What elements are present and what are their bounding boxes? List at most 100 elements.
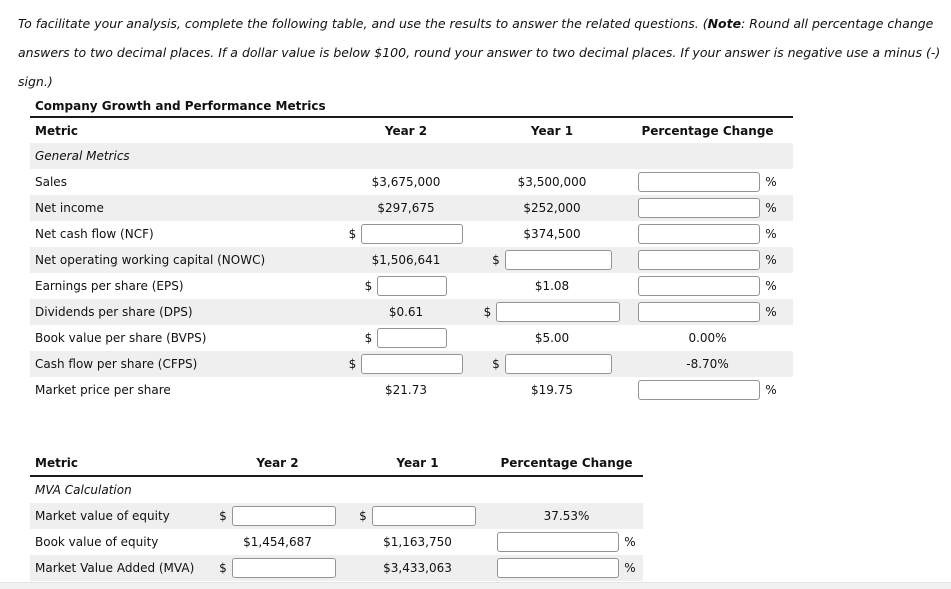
year2-input-cfps[interactable] bbox=[361, 354, 464, 374]
pct-input-nowc[interactable] bbox=[638, 250, 761, 270]
table-title: Company Growth and Performance Metrics bbox=[30, 96, 793, 118]
year1-input-nowc[interactable] bbox=[504, 250, 612, 270]
section-label: General Metrics bbox=[35, 149, 130, 163]
year1-value: $5.00 bbox=[534, 331, 570, 345]
table-row-net-income: Net income $297,675 $252,000 % bbox=[30, 195, 793, 221]
dollar-sign: $ bbox=[359, 509, 367, 523]
note-line-1: To facilitate your analysis, complete th… bbox=[18, 16, 934, 31]
mva-table: Metric Year 2 Year 1 Percentage Change M… bbox=[30, 451, 643, 581]
header-percentage-change: Percentage Change bbox=[641, 123, 774, 138]
header-year2: Year 2 bbox=[384, 123, 428, 138]
metric-label: Market price per share bbox=[35, 383, 171, 397]
section-label: MVA Calculation bbox=[35, 483, 132, 497]
year1-input-dps[interactable] bbox=[496, 302, 621, 322]
header-year2: Year 2 bbox=[256, 456, 299, 470]
table-row-nowc: Net operating working capital (NOWC) $1,… bbox=[30, 247, 793, 273]
year1-value: $252,000 bbox=[523, 201, 581, 215]
percent-sign: % bbox=[765, 383, 777, 397]
dollar-sign: $ bbox=[364, 279, 373, 293]
percent-sign: % bbox=[765, 305, 777, 319]
percent-sign: % bbox=[765, 175, 777, 189]
metric-label: Net operating working capital (NOWC) bbox=[35, 253, 266, 267]
percent-sign: % bbox=[624, 561, 636, 575]
year2-value: $1,506,641 bbox=[371, 253, 441, 267]
year2-value: $21.73 bbox=[385, 383, 427, 397]
metric-label: Book value per share (BVPS) bbox=[35, 331, 207, 345]
dollar-sign: $ bbox=[219, 509, 227, 523]
dollar-sign: $ bbox=[492, 253, 500, 267]
header-year1: Year 1 bbox=[396, 456, 439, 470]
header-metric: Metric bbox=[35, 123, 78, 138]
header-year1: Year 1 bbox=[530, 123, 574, 138]
table-row-eps: Earnings per share (EPS) $ $1.08 % bbox=[30, 273, 793, 299]
year1-input-cfps[interactable] bbox=[504, 354, 612, 374]
section-row-general-metrics: General Metrics bbox=[30, 143, 793, 169]
table-row-mva: Market Value Added (MVA) $ $3,433,063 % bbox=[30, 555, 643, 581]
metric-label: Dividends per share (DPS) bbox=[35, 305, 193, 319]
table-row-market-price: Market price per share $21.73 $19.75 % bbox=[30, 377, 793, 403]
header-metric: Metric bbox=[35, 456, 78, 470]
pct-input-net-income[interactable] bbox=[638, 198, 761, 218]
pct-input-eps[interactable] bbox=[638, 276, 761, 296]
percent-sign: % bbox=[765, 253, 777, 267]
percent-sign: % bbox=[624, 535, 636, 549]
year1-value: $1.08 bbox=[534, 279, 570, 293]
year2-input-eps[interactable] bbox=[377, 276, 448, 296]
dollar-sign: $ bbox=[219, 561, 227, 575]
pct-input-net-cash-flow[interactable] bbox=[638, 224, 761, 244]
table-row-dps: Dividends per share (DPS) $0.61 $ % bbox=[30, 299, 793, 325]
dollar-sign: $ bbox=[483, 305, 492, 319]
table-row-book-value-of-equity: Book value of equity $1,454,687 $1,163,7… bbox=[30, 529, 643, 555]
metric-label: Market value of equity bbox=[35, 509, 170, 523]
table-row-market-value-of-equity: Market value of equity $ $ 37.53% bbox=[30, 503, 643, 529]
metric-label: Market Value Added (MVA) bbox=[35, 561, 195, 575]
pct-input-dps[interactable] bbox=[638, 302, 761, 322]
table-row-bvps: Book value per share (BVPS) $ $5.00 0.00… bbox=[30, 325, 793, 351]
table-header-row: Metric Year 2 Year 1 Percentage Change bbox=[30, 451, 643, 477]
year1-value: $374,500 bbox=[523, 227, 581, 241]
note-bold-word: Note bbox=[707, 16, 742, 31]
table-header-row: Metric Year 2 Year 1 Percentage Change bbox=[30, 118, 793, 143]
year1-value: $1,163,750 bbox=[383, 535, 452, 549]
year2-value: $3,675,000 bbox=[371, 175, 441, 189]
percent-sign: % bbox=[765, 279, 777, 293]
instructions-note: To facilitate your analysis, complete th… bbox=[18, 9, 940, 96]
year2-input-net-cash-flow[interactable] bbox=[361, 224, 464, 244]
pct-value: -8.70% bbox=[686, 357, 729, 371]
year2-input-market-value-of-equity[interactable] bbox=[231, 506, 336, 526]
metric-label: Net income bbox=[35, 201, 104, 215]
year2-value: $297,675 bbox=[377, 201, 435, 215]
metric-label: Net cash flow (NCF) bbox=[35, 227, 154, 241]
dollar-sign: $ bbox=[348, 357, 357, 371]
table-row-sales: Sales $3,675,000 $3,500,000 % bbox=[30, 169, 793, 195]
metric-label: Earnings per share (EPS) bbox=[35, 279, 184, 293]
dollar-sign: $ bbox=[348, 227, 357, 241]
metric-label: Sales bbox=[35, 175, 67, 189]
pct-value: 0.00% bbox=[688, 331, 727, 345]
note-line-2: answers to two decimal places. If a doll… bbox=[18, 45, 941, 60]
metric-label: Cash flow per share (CFPS) bbox=[35, 357, 198, 371]
year1-input-market-value-of-equity[interactable] bbox=[371, 506, 476, 526]
table-row-cfps: Cash flow per share (CFPS) $ $ -8.70% bbox=[30, 351, 793, 377]
year2-input-bvps[interactable] bbox=[377, 328, 448, 348]
pct-input-mva[interactable] bbox=[497, 558, 620, 578]
growth-metrics-table: Company Growth and Performance Metrics M… bbox=[30, 96, 793, 403]
pct-input-market-price[interactable] bbox=[638, 380, 761, 400]
table-row-net-cash-flow: Net cash flow (NCF) $ $374,500 % bbox=[30, 221, 793, 247]
dollar-sign: $ bbox=[492, 357, 500, 371]
pct-input-book-value-of-equity[interactable] bbox=[497, 532, 620, 552]
metric-label: Book value of equity bbox=[35, 535, 159, 549]
dollar-sign: $ bbox=[364, 331, 373, 345]
year1-value: $3,500,000 bbox=[517, 175, 587, 189]
percent-sign: % bbox=[765, 201, 777, 215]
year1-value: $3,433,063 bbox=[383, 561, 452, 575]
year2-value: $0.61 bbox=[388, 305, 424, 319]
year2-input-mva[interactable] bbox=[231, 558, 336, 578]
pct-value: 37.53% bbox=[543, 509, 590, 523]
note-line-3: sign.) bbox=[18, 74, 53, 89]
year1-value: $19.75 bbox=[531, 383, 573, 397]
pct-input-sales[interactable] bbox=[638, 172, 761, 192]
header-percentage-change: Percentage Change bbox=[500, 456, 633, 470]
year2-value: $1,454,687 bbox=[243, 535, 312, 549]
